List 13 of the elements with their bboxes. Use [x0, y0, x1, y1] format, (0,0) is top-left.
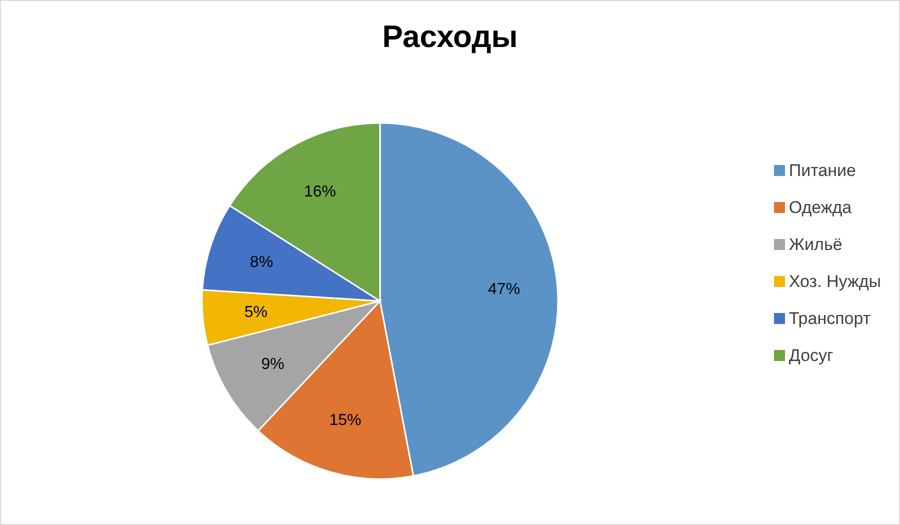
data-label: 8% [250, 254, 274, 271]
chart-title: Расходы [381, 19, 519, 55]
data-label: 15% [329, 412, 362, 430]
legend-label: Хоз. Нужды [788, 270, 881, 292]
data-label: 9% [261, 356, 284, 373]
legend-label: Досуг [788, 344, 834, 366]
legend-label: Одежда [788, 196, 852, 218]
legend-label: Жильё [788, 234, 842, 254]
legend-label: Питание [788, 160, 856, 180]
legend-label: Транспорт [788, 308, 871, 328]
data-label: 5% [244, 304, 268, 322]
data-label: 47% [488, 280, 520, 298]
data-label: 16% [304, 183, 336, 200]
